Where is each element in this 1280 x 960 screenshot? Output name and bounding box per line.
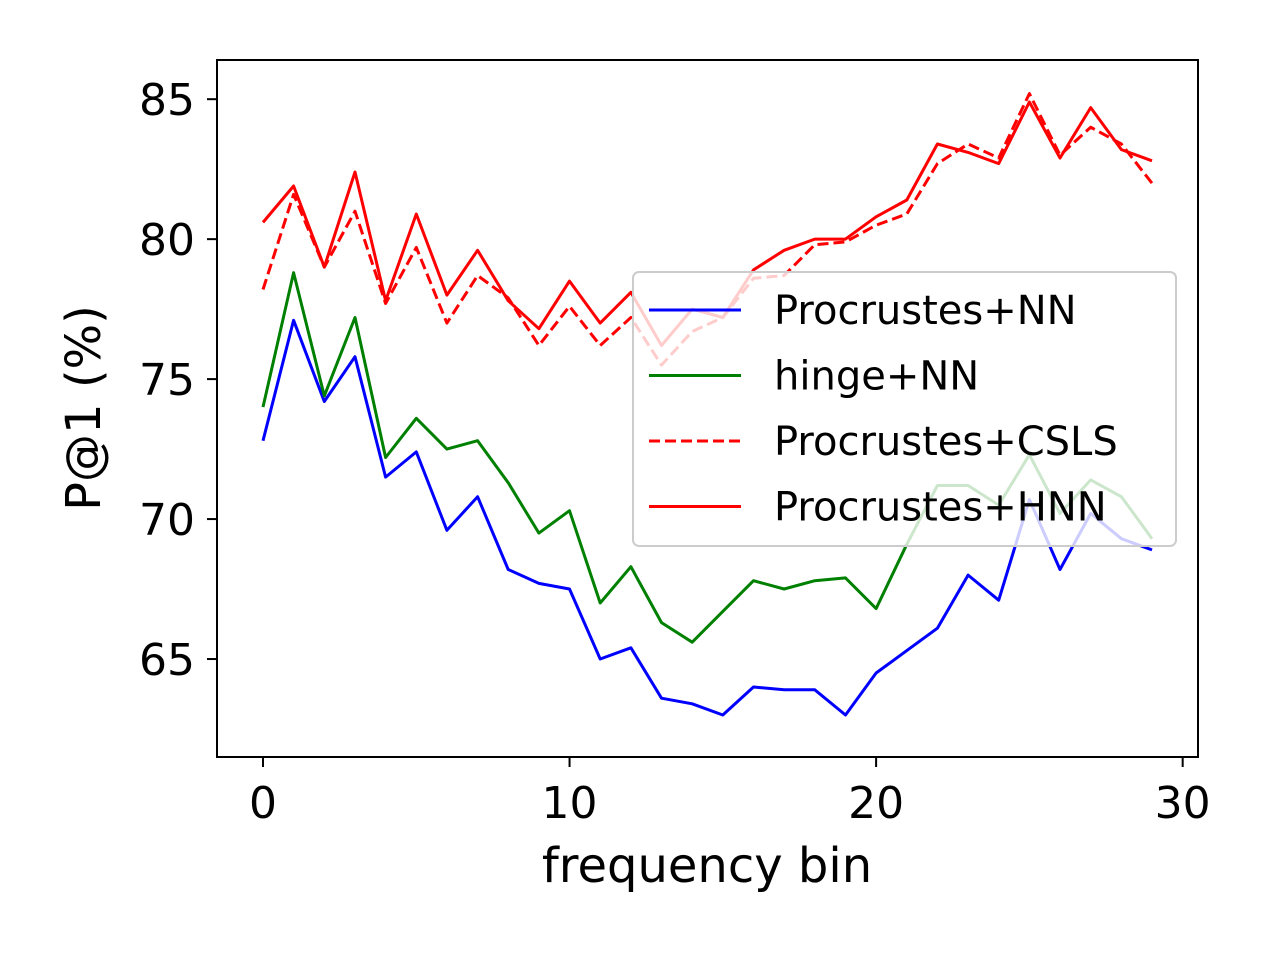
y-tick-label: 70 xyxy=(139,495,195,546)
x-tick-label: 0 xyxy=(249,778,277,829)
legend-label-hinge-nn: hinge+NN xyxy=(774,354,979,400)
y-axis-title: P@1 (%) xyxy=(56,305,112,511)
x-tick-label: 20 xyxy=(848,778,904,829)
legend-box xyxy=(632,271,1177,547)
legend-label-procrustes-csls: Procrustes+CSLS xyxy=(774,419,1118,465)
legend-label-procrustes-hnn: Procrustes+HNN xyxy=(774,485,1107,531)
y-tick-label: 80 xyxy=(139,215,195,266)
y-tick-label: 75 xyxy=(139,355,195,406)
x-tick-label: 30 xyxy=(1155,778,1211,829)
series-line-procrustes-nn xyxy=(261,318,1153,717)
x-axis: 0 10 20 30 xyxy=(249,757,1211,829)
y-tick-label: 85 xyxy=(139,75,195,126)
y-tick-label: 65 xyxy=(139,635,195,686)
x-axis-title: frequency bin xyxy=(542,838,872,894)
plot-frame xyxy=(216,59,1199,758)
legend-label-procrustes-nn: Procrustes+NN xyxy=(774,288,1077,334)
legend: Procrustes+NN hinge+NN Procrustes+CSLS Proc… xyxy=(632,271,1177,547)
y-axis: 65 70 75 80 85 xyxy=(139,75,217,686)
x-tick-label: 10 xyxy=(542,778,598,829)
